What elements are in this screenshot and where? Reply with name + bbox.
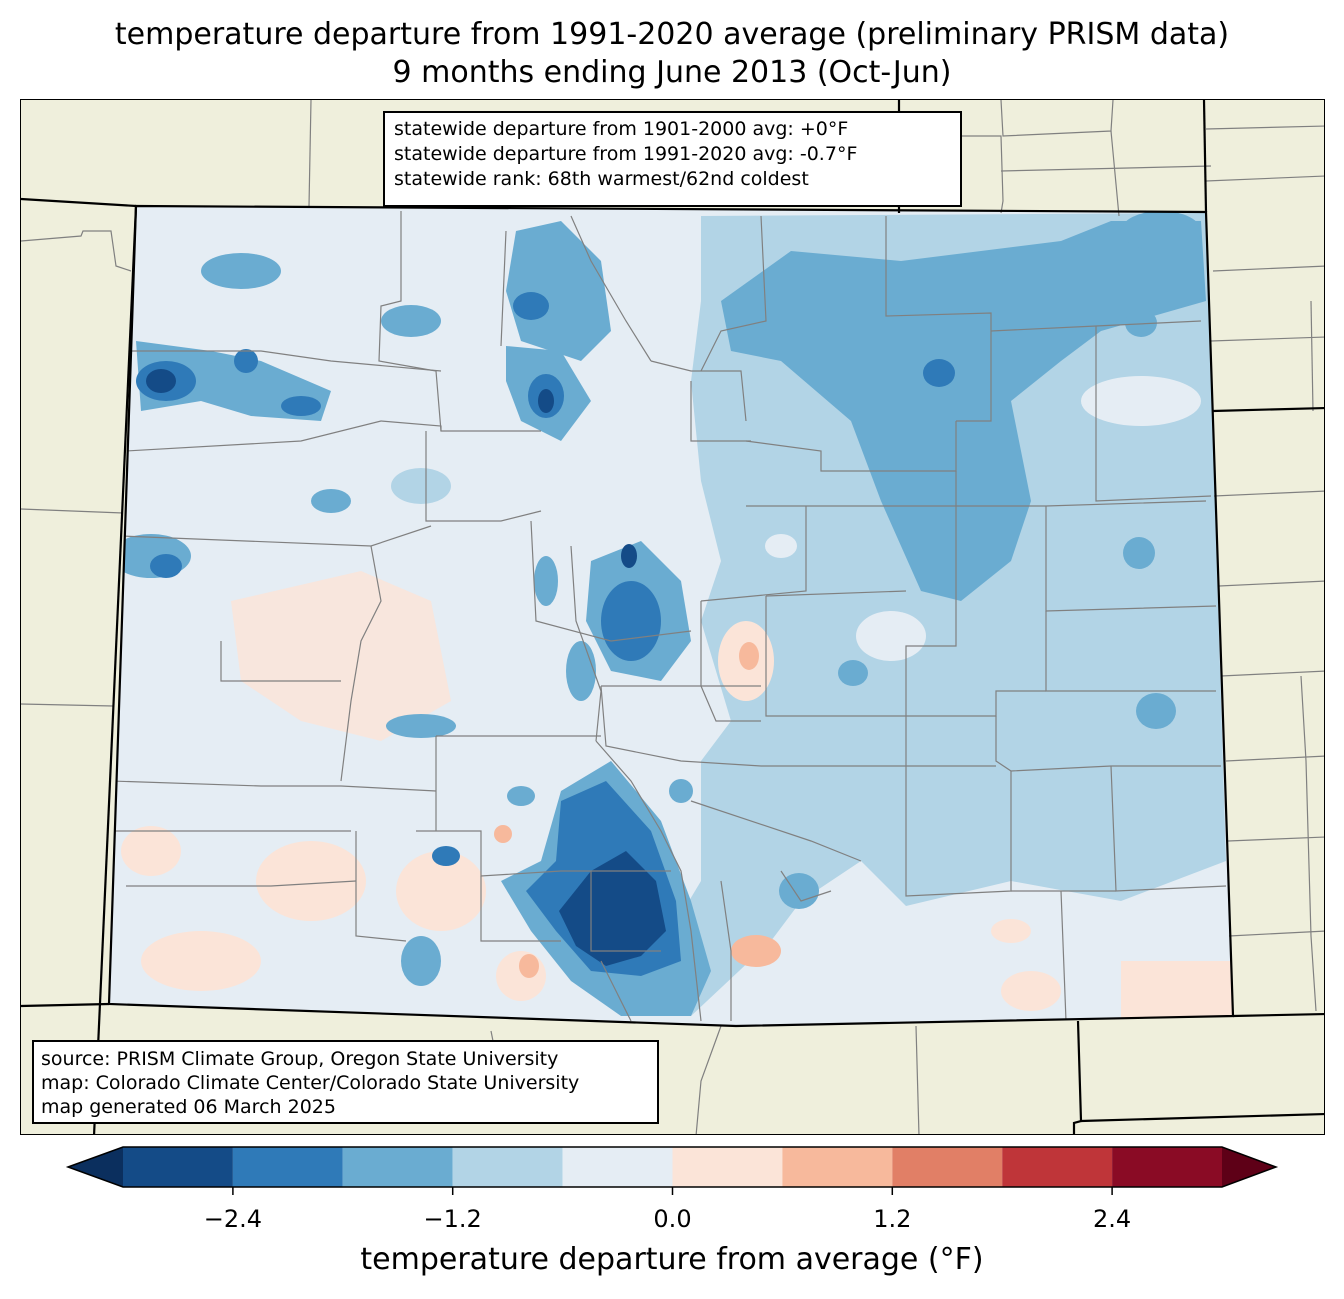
colorbar-tick-label: −2.4 [203,1205,263,1233]
stats-line-rank: statewide rank: 68th warmest/62nd coldes… [394,168,809,190]
colorbar-segment [892,1147,1003,1187]
colorbar [65,1146,1279,1195]
stats-line-1901-2000: statewide departure from 1901-2000 avg: … [394,118,849,140]
neighbor-county-lines [21,100,1324,1134]
colorbar-under-arrow [68,1147,123,1187]
map-subtitle: 9 months ending June 2013 (Oct-Jun) [392,55,952,90]
temperature-contours [111,211,1233,1019]
colorado-map [21,100,1324,1134]
source-line-generated: map generated 06 March 2025 [41,1096,336,1118]
colorbar-segment [1112,1147,1222,1187]
source-line-prism: source: PRISM Climate Group, Oregon Stat… [41,1048,559,1070]
colorbar-segment [672,1147,783,1187]
county-lines [110,211,1227,1022]
colorbar-tick-label: 2.4 [1093,1205,1132,1233]
stats-line-1991-2020: statewide departure from 1991-2020 avg: … [394,143,858,165]
colorbar-segment [452,1147,563,1187]
colorbar-segments [65,1146,1279,1188]
state-borders [21,100,1324,1134]
colorbar-outline [65,1146,1279,1188]
colorado-border [107,204,1235,1028]
colorbar-segment [782,1147,893,1187]
colorbar-over-arrow [1222,1147,1276,1187]
colorbar-segment [342,1147,453,1187]
contour-northeast-cold [721,221,1206,601]
contour-northwest-cold [136,341,331,421]
source-credit-box: source: PRISM Climate Group, Oregon Stat… [32,1040,659,1124]
contour-northeast-core [923,359,955,387]
contour-north-park [506,221,611,361]
statewide-stats-box: statewide departure from 1901-2000 avg: … [383,111,962,207]
contour-southeast-warm [1121,961,1233,1019]
map-title: temperature departure from 1991-2020 ave… [114,17,1230,52]
colorbar-tick-label: 0.0 [653,1205,692,1233]
colorbar-segment [123,1147,233,1187]
map-panel [20,99,1325,1135]
colorbar-ticks [232,1187,1113,1195]
contour-western-warm [231,571,451,741]
contour-eastern-plains [641,213,1226,1016]
colorbar-tick-label: 1.2 [873,1205,912,1233]
colorbar-tick-label: −1.2 [423,1205,482,1233]
colorbar-segment [562,1147,673,1187]
source-line-map: map: Colorado Climate Center/Colorado St… [41,1072,580,1094]
colorbar-segment [1002,1147,1113,1187]
colorbar-label: temperature departure from average (°F) [360,1242,984,1277]
colorbar-segment [232,1147,343,1187]
